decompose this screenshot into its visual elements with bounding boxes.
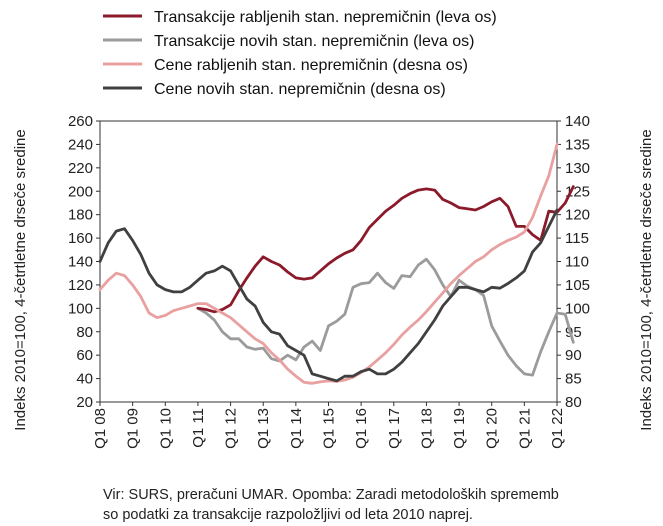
- left-tick-label: 100: [68, 300, 93, 317]
- x-tick-label: Q1 17: [386, 408, 403, 449]
- left-tick-label: 260: [68, 113, 93, 130]
- left-tick-label: 160: [68, 230, 93, 247]
- plot-area-border: [99, 120, 558, 403]
- legend-label-1: Transakcije rabljenih stan. nepremičnin …: [154, 9, 497, 26]
- series-line-4: [98, 208, 559, 383]
- left-tick-label: 140: [68, 254, 93, 271]
- right-tick-label: 105: [565, 277, 590, 294]
- left-tick-label: 180: [68, 207, 93, 224]
- right-tick-label: 90: [565, 347, 582, 364]
- left-tick-label: 200: [68, 183, 93, 200]
- x-tick-label: Q1 14: [288, 408, 305, 449]
- left-tick-label: 20: [76, 394, 93, 411]
- x-tick-label: Q1 11: [190, 408, 207, 448]
- left-tick-label: 80: [76, 324, 93, 341]
- x-tick-label: Q1 16: [353, 408, 370, 449]
- plot-frame: [99, 120, 558, 403]
- series-line-2: [196, 257, 575, 377]
- x-tick-label: Q1 19: [451, 408, 468, 449]
- left-tick-label: 220: [68, 160, 93, 177]
- legend-label-4: Cene novih stan. nepremičnin (desna os): [154, 81, 446, 98]
- x-tick-label: Q1 10: [157, 408, 174, 449]
- x-tick-label: Q1 08: [92, 408, 109, 449]
- right-tick-label: 135: [565, 136, 590, 153]
- right-tick-label: 130: [565, 160, 590, 177]
- x-tick-label: Q1 15: [321, 408, 338, 449]
- x-tick-label: Q1 21: [516, 408, 533, 449]
- x-axis-ticks: Q1 08 Q1 09 Q1 10 Q1 11 Q1 12 Q1 13 Q1 14 Q1 15…: [92, 402, 566, 449]
- right-tick-label: 120: [565, 207, 590, 224]
- x-tick-label: Q1 20: [484, 408, 501, 449]
- left-axis-ticks: 20 40 60 80 100 120 140 160 180 200 220 240 260: [68, 113, 100, 411]
- right-tick-label: 80: [565, 394, 582, 411]
- right-tick-label: 100: [565, 300, 590, 317]
- right-tick-label: 140: [565, 113, 590, 130]
- series-line-3: [98, 142, 559, 385]
- left-tick-label: 40: [76, 371, 93, 388]
- right-tick-label: 85: [565, 371, 582, 388]
- x-tick-label: Q1 22: [549, 408, 566, 449]
- series-lines: [98, 142, 575, 385]
- source-note-line-2: so podatki za transakcije razpoložljivi …: [103, 507, 473, 523]
- left-axis-title: Indeks 2010=100, 4-četrtletne drseče sre…: [12, 129, 29, 430]
- left-tick-label: 60: [76, 347, 93, 364]
- x-tick-label: Q1 09: [125, 408, 142, 449]
- right-tick-label: 110: [565, 254, 589, 271]
- right-tick-label: 115: [565, 230, 589, 247]
- left-tick-label: 240: [68, 136, 93, 153]
- left-tick-label: 120: [68, 277, 93, 294]
- x-tick-label: Q1 12: [223, 408, 240, 449]
- right-axis-title: Indeks 2010=100, 4-četrtletne drseče sre…: [638, 129, 655, 430]
- source-note-line-1: Vir: SURS, preračuni UMAR. Opomba: Zarad…: [103, 487, 559, 503]
- legend: Transakcije rabljenih stan. nepremičnin …: [103, 9, 497, 98]
- legend-label-3: Cene rabljenih stan. nepremičnin (desna …: [154, 57, 468, 74]
- legend-label-2: Transakcije novih stan. nepremičnin (lev…: [154, 33, 474, 50]
- right-tick-label: 125: [565, 183, 590, 200]
- x-tick-label: Q1 13: [255, 408, 272, 449]
- series-line-1: [196, 185, 575, 314]
- x-tick-label: Q1 18: [418, 408, 435, 449]
